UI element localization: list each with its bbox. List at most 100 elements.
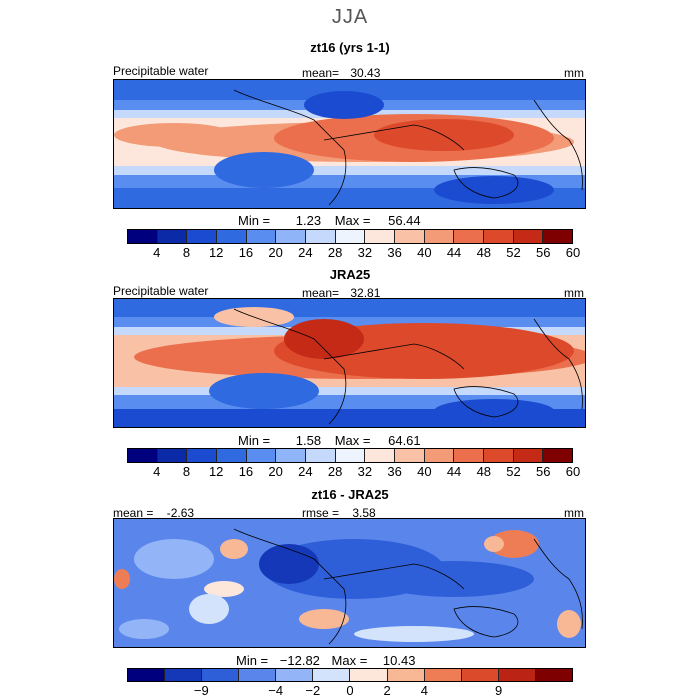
- colorbar-tick-label: 44: [446, 464, 462, 479]
- panel-1-max-value: 56.44: [388, 213, 421, 228]
- panel-1-mean-value: 30.43: [350, 66, 381, 80]
- panel-2-max-value: 64.61: [388, 433, 421, 448]
- colorbar-segment: [454, 449, 485, 462]
- panel-3-rmse-label: rmse =: [302, 506, 340, 520]
- colorbar-segment: [498, 669, 536, 681]
- panel-2-max-label: Max =: [334, 433, 371, 448]
- colorbar-segment: [543, 449, 573, 462]
- colorbar-tick-label: 2: [383, 683, 391, 698]
- colorbar-tick-label: 12: [208, 245, 224, 260]
- colorbar-tick-label: 24: [298, 464, 313, 479]
- colorbar-segment: [239, 669, 277, 681]
- colorbar-segment: [395, 230, 425, 243]
- colorbar-tick-label: 48: [476, 245, 492, 260]
- colorbar-segment: [484, 449, 514, 462]
- colorbar-segment: [543, 230, 573, 243]
- panel-1-map: [113, 79, 586, 209]
- colorbar-tick-label: 60: [565, 464, 581, 479]
- panel-3-mean-value: -2.63: [166, 506, 195, 520]
- colorbar-segment: [276, 449, 307, 462]
- panel-1-min-value: 1.23: [295, 213, 322, 228]
- colorbar-segment: [387, 669, 425, 681]
- colorbar-tick-label: 16: [238, 245, 254, 260]
- colorbar-tick-label: 20: [268, 464, 283, 479]
- panel-1-mean-label: mean=: [302, 66, 340, 80]
- panel-2-colorbar-ticks: 4 8 12 16 20 24 28 32 36 40 44 48 52 56 60: [127, 463, 580, 481]
- colorbar-tick-label: 8: [182, 245, 191, 260]
- colorbar-segment: [128, 669, 166, 681]
- panel-2-minmax: Min = 1.58 Max = 64.61: [238, 433, 421, 448]
- colorbar-segment: [535, 669, 572, 681]
- colorbar-segment: [335, 449, 366, 462]
- colorbar-tick-label: 36: [387, 245, 402, 260]
- panel-1-mean: mean= 30.43: [302, 66, 380, 80]
- colorbar-tick-label: 28: [327, 464, 343, 479]
- colorbar-tick-label: 24: [298, 245, 313, 260]
- panel-2-mean-value: 32.81: [350, 286, 381, 300]
- colorbar-segment: [246, 449, 277, 462]
- panel-2-title: JRA25: [329, 267, 371, 282]
- colorbar-segment: [395, 449, 425, 462]
- panel-1-colorbar: [127, 229, 573, 244]
- colorbar-tick-label: 4: [153, 245, 161, 260]
- colorbar-segment: [246, 230, 277, 243]
- colorbar-tick-label: 32: [357, 464, 373, 479]
- panel-3-minmax: Min = −12.82 Max = 10.43: [236, 653, 415, 668]
- colorbar-segment: [217, 449, 247, 462]
- season-title: JJA: [331, 6, 369, 28]
- colorbar-tick-label: 8: [182, 464, 191, 479]
- panel-2-min-label: Min =: [238, 433, 271, 448]
- colorbar-tick-label: 9: [495, 683, 503, 698]
- panel-2-mean: mean= 32.81: [302, 286, 380, 300]
- colorbar-segment: [513, 449, 544, 462]
- colorbar-segment: [365, 230, 396, 243]
- colorbar-segment: [424, 669, 462, 681]
- colorbar-segment: [128, 449, 158, 462]
- colorbar-segment: [461, 669, 499, 681]
- panel-2-variable-label: Precipitable water: [113, 284, 209, 298]
- panel-3-mean: mean = -2.63: [113, 506, 194, 520]
- panel-3-title: zt16 - JRA25: [311, 487, 389, 502]
- colorbar-tick-label: 28: [327, 245, 343, 260]
- colorbar-segment: [165, 669, 203, 681]
- colorbar-segment: [306, 449, 336, 462]
- colorbar-segment: [454, 230, 485, 243]
- panel-3-max-value: 10.43: [382, 653, 416, 668]
- panel-2-min-value: 1.58: [295, 433, 322, 448]
- colorbar-segment: [424, 449, 455, 462]
- panel-3-mean-label: mean =: [113, 506, 154, 520]
- colorbar-segment: [513, 230, 544, 243]
- colorbar-tick-label: 20: [268, 245, 283, 260]
- panel-2-units: mm: [564, 286, 584, 300]
- panel-2-colorbar: [127, 448, 573, 463]
- colorbar-segment: [484, 230, 514, 243]
- colorbar-segment: [313, 669, 351, 681]
- panel-3-min-value: −12.82: [279, 653, 320, 668]
- colorbar-tick-label: 60: [565, 245, 581, 260]
- colorbar-tick-label: 32: [357, 245, 373, 260]
- colorbar-tick-label: 56: [536, 464, 551, 479]
- panel-3-map: [113, 518, 586, 648]
- colorbar-segment: [187, 230, 218, 243]
- colorbar-tick-label: 12: [208, 464, 224, 479]
- panel-1-minmax: Min = 1.23 Max = 56.44: [238, 213, 421, 228]
- colorbar-tick-label: 4: [420, 683, 428, 698]
- colorbar-segment: [276, 669, 314, 681]
- panel-3-rmse: rmse = 3.58: [302, 506, 376, 520]
- colorbar-tick-label: −9: [193, 683, 209, 698]
- colorbar-segment: [350, 669, 388, 681]
- panel-3-colorbar-ticks: −9 −4 −2 0 2 4 9: [127, 682, 573, 700]
- colorbar-segment: [217, 230, 247, 243]
- colorbar-tick-label: −2: [305, 683, 321, 698]
- panel-3-rmse-value: 3.58: [352, 506, 376, 520]
- panel-2-map: [113, 298, 586, 428]
- colorbar-segment: [187, 449, 218, 462]
- panel-3-units: mm: [564, 506, 584, 520]
- colorbar-tick-label: 44: [446, 245, 462, 260]
- colorbar-segment: [365, 449, 396, 462]
- panel-1-colorbar-ticks: 4 8 12 16 20 24 28 32 36 40 44 48 52 56 60: [127, 244, 580, 262]
- colorbar-segment: [306, 230, 336, 243]
- panel-2-mean-label: mean=: [302, 286, 340, 300]
- panel-1-variable-label: Precipitable water: [113, 64, 209, 78]
- colorbar-segment: [128, 230, 158, 243]
